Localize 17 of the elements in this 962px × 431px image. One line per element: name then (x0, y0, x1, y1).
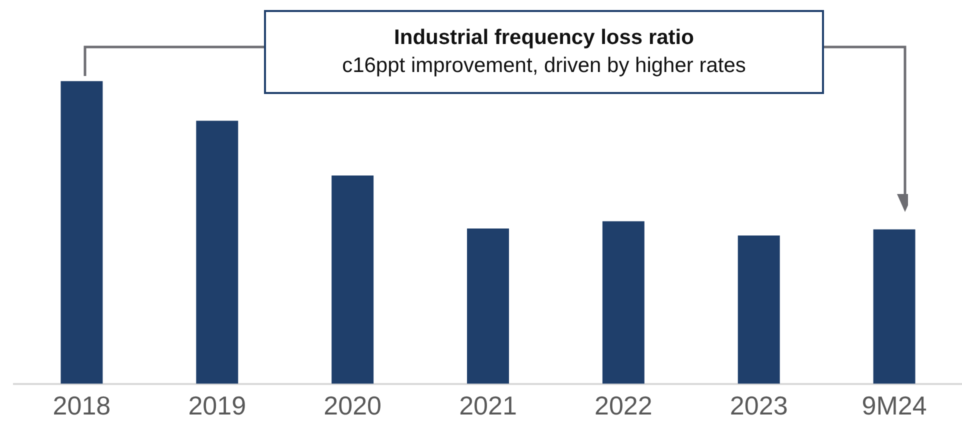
x-tick-label: 2018 (52, 390, 111, 421)
bar (60, 81, 103, 384)
x-tick-label: 2022 (594, 390, 652, 421)
x-tick-label: 2021 (459, 390, 517, 421)
bar (332, 176, 374, 384)
bar (873, 229, 916, 384)
x-tick-label: 2020 (324, 390, 382, 421)
x-tick-label: 2019 (188, 390, 246, 421)
chart-title: Industrial frequency loss ratio (393, 26, 695, 50)
bar (738, 235, 780, 384)
x-tick-label: 2023 (730, 390, 788, 421)
x-tick-label: 9M24 (862, 390, 927, 421)
bar (467, 228, 509, 384)
bar (196, 120, 238, 384)
title-frame: Industrial frequency loss ratio c16ppt improvement, driven by higher rates (264, 10, 824, 94)
bar (602, 221, 644, 384)
chart-subtitle: c16ppt improvement, driven by higher rates (341, 54, 747, 78)
